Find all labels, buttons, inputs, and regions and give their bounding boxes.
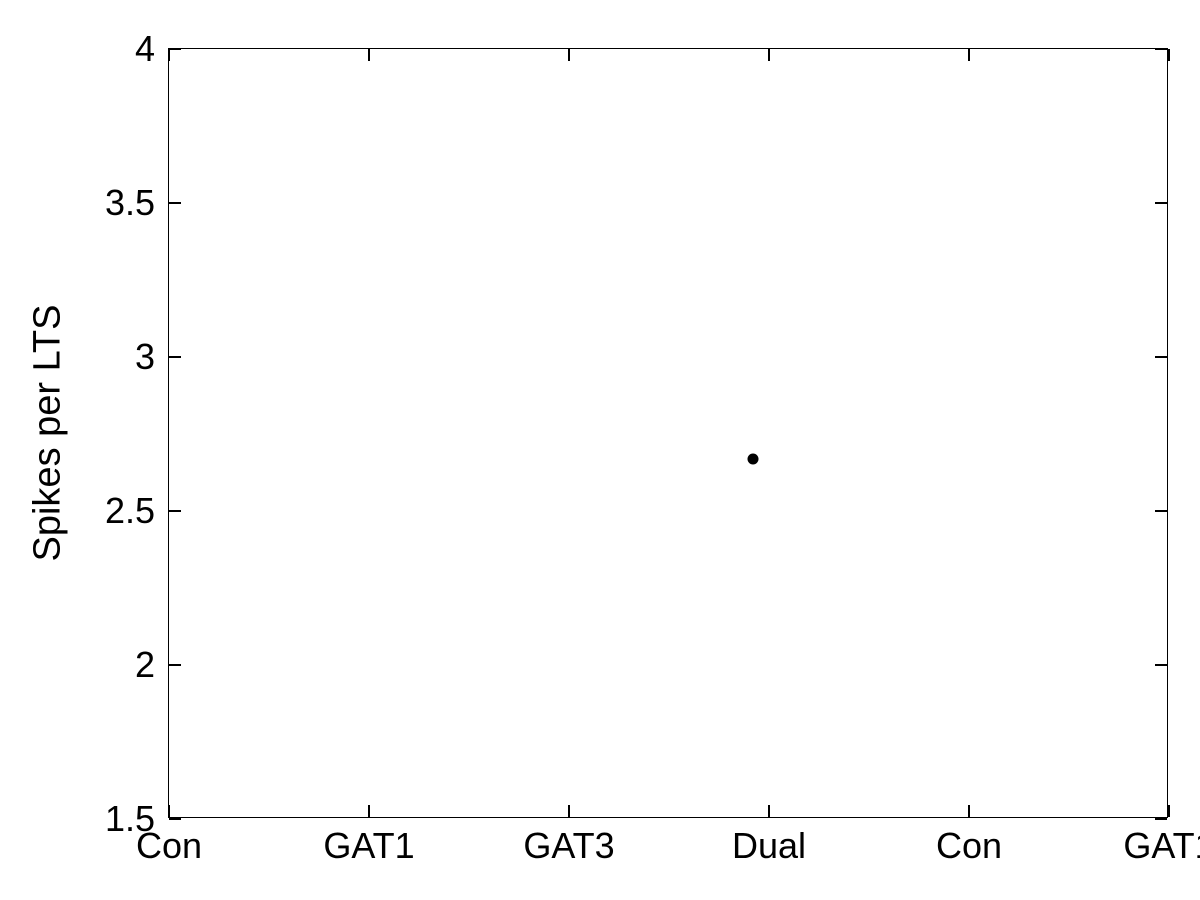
- x-tick: [768, 805, 770, 817]
- x-tick: [968, 805, 970, 817]
- x-tick: [168, 805, 170, 817]
- x-tick: [368, 805, 370, 817]
- y-tick: [169, 202, 181, 204]
- x-tick: [168, 49, 170, 61]
- y-tick: [1155, 202, 1167, 204]
- y-tick: [1155, 510, 1167, 512]
- y-tick-label: 3: [135, 336, 169, 378]
- y-tick: [169, 48, 181, 50]
- y-tick: [169, 510, 181, 512]
- x-tick: [1168, 49, 1170, 61]
- y-tick-label: 4: [135, 28, 169, 70]
- y-tick-label: 2.5: [105, 490, 169, 532]
- x-tick-label: GAT3: [523, 817, 614, 867]
- x-tick-label: Dual: [732, 817, 806, 867]
- y-axis-label: Spikes per LTS: [27, 305, 70, 562]
- y-tick-label: 3.5: [105, 182, 169, 224]
- x-tick-label: Con: [936, 817, 1002, 867]
- y-tick-label: 2: [135, 644, 169, 686]
- y-tick: [169, 356, 181, 358]
- scatter-chart: 1.522.533.54ConGAT1GAT3DualConGAT1 Spike…: [0, 0, 1200, 900]
- y-tick: [1155, 356, 1167, 358]
- y-tick: [1155, 48, 1167, 50]
- x-tick: [968, 49, 970, 61]
- x-tick: [368, 49, 370, 61]
- x-tick-label: GAT1: [323, 817, 414, 867]
- x-tick: [568, 49, 570, 61]
- y-tick: [1155, 664, 1167, 666]
- x-tick: [1168, 805, 1170, 817]
- plot-area: 1.522.533.54ConGAT1GAT3DualConGAT1: [168, 48, 1168, 818]
- x-tick-label: Con: [136, 817, 202, 867]
- x-tick: [768, 49, 770, 61]
- x-tick: [568, 805, 570, 817]
- data-point: [748, 453, 759, 464]
- y-tick: [169, 664, 181, 666]
- x-tick-label: GAT1: [1123, 817, 1200, 867]
